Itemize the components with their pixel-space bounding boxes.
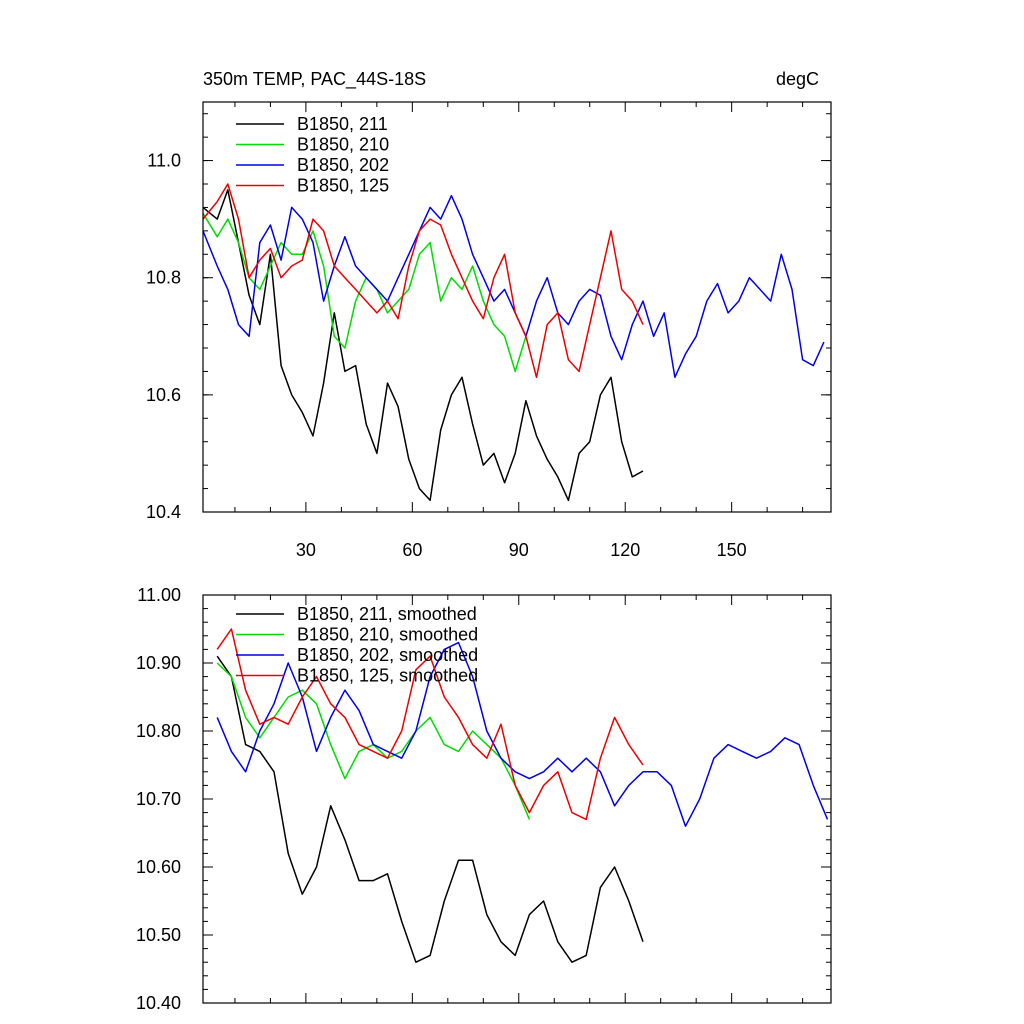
legend-label: B1850, 210, smoothed (297, 625, 478, 645)
x-tick-label: 90 (509, 540, 529, 560)
y-tick-label: 10.60 (136, 857, 181, 877)
series-line (216, 641, 829, 827)
legend-label: B1850, 202, smoothed (297, 645, 478, 665)
legend-label: B1850, 210 (297, 135, 389, 155)
top-chart-units: degC (776, 69, 819, 89)
y-tick-label: 10.80 (136, 721, 181, 741)
x-tick-label: 30 (296, 540, 316, 560)
bottom-chart: 10.40 10.50 10.60 10.70 10.80 10.90 11.00 B185… (136, 585, 832, 1013)
legend-label: B1850, 125, smoothed (297, 666, 478, 686)
legend-label: B1850, 211, smoothed (297, 604, 477, 624)
x-tick-label: 60 (402, 540, 422, 560)
series-line (216, 655, 644, 963)
y-tick-label: 10.90 (136, 653, 181, 673)
y-tick-label: 10.70 (136, 789, 181, 809)
series-line (216, 628, 644, 821)
top-chart: 350m TEMP, PAC_44S-18S degC 10.4 10.6 10.8… (146, 69, 832, 560)
series-line (202, 212, 527, 373)
top-chart-title: 350m TEMP, PAC_44S-18S (203, 69, 426, 90)
top-chart-grid-ticks: 10.4 10.6 10.8 11.0 30 60 90 120 150 (146, 102, 831, 560)
series-line (202, 194, 825, 379)
y-tick-label: 11.00 (137, 585, 181, 605)
y-tick-label: 10.6 (146, 385, 181, 405)
bottom-chart-frame (202, 594, 832, 1004)
y-tick-label: 10.4 (146, 502, 181, 522)
series-line (216, 662, 531, 820)
x-tick-label: 120 (610, 540, 640, 560)
bottom-chart-grid-ticks: 10.40 10.50 10.60 10.70 10.80 10.90 11.00 (136, 585, 831, 1013)
series-line (202, 183, 644, 379)
top-chart-frame (202, 101, 832, 513)
y-tick-label: 10.40 (136, 993, 181, 1013)
legend-label: B1850, 211 (297, 114, 388, 134)
x-tick-label: 150 (717, 540, 747, 560)
bottom-chart-series (216, 628, 829, 963)
y-tick-label: 11.0 (147, 151, 181, 171)
legend-label: B1850, 125 (297, 176, 389, 196)
legend-label: B1850, 202 (297, 155, 389, 175)
y-tick-label: 10.8 (146, 268, 181, 288)
series-line (202, 189, 644, 502)
top-chart-series (202, 183, 825, 502)
y-tick-label: 10.50 (136, 925, 181, 945)
